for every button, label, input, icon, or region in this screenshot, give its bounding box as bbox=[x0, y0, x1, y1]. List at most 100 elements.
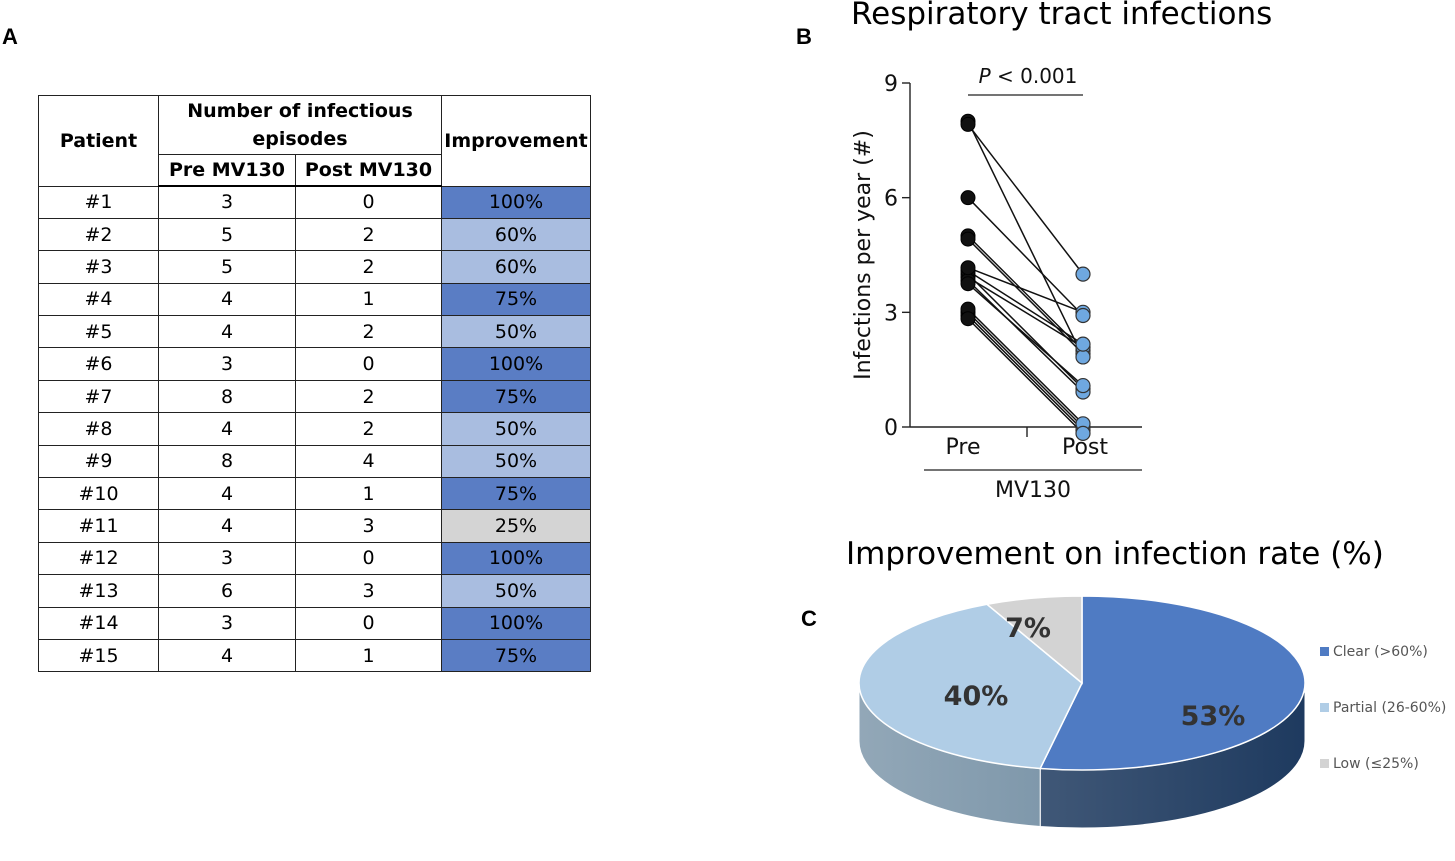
cell-post: 2 bbox=[295, 412, 442, 446]
cell-pre: 3 bbox=[158, 606, 296, 640]
panel-label-c: C bbox=[801, 606, 817, 631]
table-body: #1 3 0 100% #2 5 2 60% #3 5 2 60% #4 4 1 75% #5 4 2 50% #6 3 0… bbox=[38, 185, 591, 673]
table-row: #13 6 3 50% bbox=[38, 574, 591, 608]
cell-improvement: 50% bbox=[441, 574, 591, 608]
cell-post: 1 bbox=[295, 282, 442, 317]
cell-patient: #2 bbox=[38, 217, 159, 252]
cell-patient: #11 bbox=[38, 509, 159, 543]
cell-patient: #6 bbox=[38, 347, 159, 381]
cell-improvement: 50% bbox=[441, 315, 591, 349]
table-row: #8 4 2 50% bbox=[38, 412, 591, 446]
cell-patient: #7 bbox=[38, 379, 159, 414]
pre-point bbox=[960, 276, 976, 292]
table-row: #10 4 1 75% bbox=[38, 477, 591, 511]
cell-improvement: 75% bbox=[441, 379, 591, 414]
pair-line bbox=[967, 311, 1084, 428]
table-row: #15 4 1 75% bbox=[38, 638, 591, 673]
cell-pre: 4 bbox=[158, 412, 296, 446]
post-point bbox=[1075, 349, 1091, 365]
table-row: #5 4 2 50% bbox=[38, 315, 591, 349]
header-episodes: Number of infectious episodes bbox=[158, 95, 442, 155]
header-improvement: Improvement bbox=[441, 95, 591, 187]
table-row: #9 8 4 50% bbox=[38, 444, 591, 479]
cell-pre: 3 bbox=[158, 185, 296, 219]
cell-pre: 5 bbox=[158, 217, 296, 252]
cell-improvement: 60% bbox=[441, 217, 591, 252]
cell-post: 1 bbox=[295, 477, 442, 511]
cell-post: 1 bbox=[295, 638, 442, 673]
panel-label-a: A bbox=[2, 24, 18, 49]
cell-post: 3 bbox=[295, 574, 442, 608]
cell-patient: #10 bbox=[38, 477, 159, 511]
legend-label-1: Partial (26-60%) bbox=[1333, 700, 1446, 716]
cell-improvement: 75% bbox=[441, 638, 591, 673]
infection-table: Patient Number of infectious episodes Im… bbox=[38, 95, 591, 673]
cell-patient: #15 bbox=[38, 638, 159, 673]
table-row: #3 5 2 60% bbox=[38, 250, 591, 284]
table-row: #12 3 0 100% bbox=[38, 541, 591, 576]
table-row: #6 3 0 100% bbox=[38, 347, 591, 381]
cell-pre: 3 bbox=[158, 541, 296, 576]
cell-post: 4 bbox=[295, 444, 442, 479]
panel-label-b: B bbox=[796, 24, 812, 49]
pre-point bbox=[960, 311, 976, 327]
cell-pre: 4 bbox=[158, 315, 296, 349]
cell-post: 0 bbox=[295, 185, 442, 219]
pair-line bbox=[967, 279, 1084, 393]
cell-post: 0 bbox=[295, 606, 442, 640]
pre-point bbox=[960, 231, 976, 247]
post-point bbox=[1075, 377, 1091, 394]
p-value-label: P < 0.001 bbox=[979, 64, 1078, 88]
pie-data-label-1: 40% bbox=[944, 681, 1009, 712]
cell-patient: #5 bbox=[38, 315, 159, 349]
table-row: #2 5 2 60% bbox=[38, 217, 591, 252]
cell-patient: #13 bbox=[38, 574, 159, 608]
cell-improvement: 25% bbox=[441, 509, 591, 543]
cell-patient: #9 bbox=[38, 444, 159, 479]
pair-line bbox=[967, 276, 1084, 348]
chart-title-improvement: Improvement on infection rate (%) bbox=[846, 536, 1384, 572]
cell-patient: #14 bbox=[38, 606, 159, 640]
pair-line bbox=[967, 283, 1084, 387]
legend-swatch-2 bbox=[1320, 759, 1329, 768]
cell-pre: 5 bbox=[158, 250, 296, 284]
table-row: #4 4 1 75% bbox=[38, 282, 591, 317]
infection-table-panel: Patient Number of infectious episodes Im… bbox=[38, 95, 591, 673]
cell-improvement: 100% bbox=[441, 185, 591, 219]
cell-improvement: 75% bbox=[441, 282, 591, 317]
chart-title-infections: Respiratory tract infections bbox=[851, 0, 1273, 32]
y-axis-label: Infections per year (#) bbox=[851, 130, 876, 380]
header-pre: Pre MV130 bbox=[158, 154, 296, 187]
cell-post: 0 bbox=[295, 541, 442, 576]
cell-post: 0 bbox=[295, 347, 442, 381]
pie-slice-2 bbox=[985, 595, 1083, 685]
pie-slice-1 bbox=[858, 603, 1083, 770]
cell-post: 3 bbox=[295, 509, 442, 543]
post-point bbox=[1075, 425, 1091, 441]
cell-pre: 3 bbox=[158, 347, 296, 381]
cell-patient: #1 bbox=[38, 185, 159, 219]
x-tick-label-pre: Pre bbox=[946, 435, 981, 460]
pie-data-label-2: 7% bbox=[1005, 613, 1051, 644]
pre-point bbox=[960, 116, 976, 132]
table-row: #1 3 0 100% bbox=[38, 185, 591, 219]
header-post: Post MV130 bbox=[295, 154, 442, 187]
cell-improvement: 100% bbox=[441, 541, 591, 576]
post-point bbox=[1075, 336, 1091, 352]
cell-post: 2 bbox=[295, 315, 442, 349]
pair-line bbox=[967, 197, 1084, 317]
cell-pre: 4 bbox=[158, 509, 296, 543]
cell-improvement: 100% bbox=[441, 347, 591, 381]
cell-pre: 4 bbox=[158, 477, 296, 511]
legend-label-2: Low (≤25%) bbox=[1333, 756, 1419, 772]
cell-patient: #12 bbox=[38, 541, 159, 576]
cell-pre: 8 bbox=[158, 444, 296, 479]
pair-line bbox=[967, 308, 1084, 425]
pie-chart: 53% 40% 7% Clear (>60%) Partial (26-60%) Low … bbox=[858, 595, 1446, 829]
cell-improvement: 75% bbox=[441, 477, 591, 511]
pair-line bbox=[967, 267, 1084, 314]
pre-point bbox=[960, 190, 976, 206]
legend-swatch-1 bbox=[1320, 703, 1329, 712]
pie-slice-0 bbox=[1039, 595, 1306, 771]
table-row: #11 4 3 25% bbox=[38, 509, 591, 543]
